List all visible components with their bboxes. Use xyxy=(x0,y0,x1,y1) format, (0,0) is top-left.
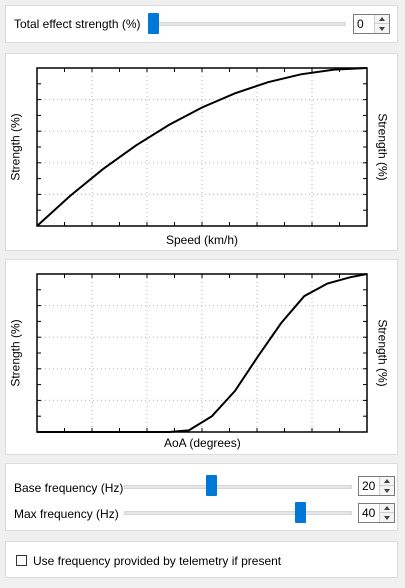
max-frequency-slider-thumb[interactable] xyxy=(295,502,307,523)
telemetry-checkbox-label[interactable]: Use frequency provided by telemetry if p… xyxy=(33,554,282,568)
arrow-up-icon xyxy=(384,479,390,483)
speed-chart xyxy=(36,67,368,227)
spin-up-button[interactable] xyxy=(375,15,389,24)
speed-x-axis-label: Speed (km/h) xyxy=(166,233,239,247)
max-frequency-label: Max frequency (Hz) xyxy=(14,507,119,521)
base-frequency-spinbox[interactable]: 20 xyxy=(358,476,395,496)
base-frequency-slider-thumb[interactable] xyxy=(206,475,218,496)
series-line xyxy=(36,67,368,227)
plot-frame xyxy=(36,273,368,433)
total-effect-slider-track[interactable] xyxy=(148,22,346,26)
spin-up-button[interactable] xyxy=(380,477,394,486)
arrow-up-icon xyxy=(384,506,390,510)
arrow-up-icon xyxy=(379,17,385,21)
total-effect-slider-thumb[interactable] xyxy=(148,13,159,34)
base-frequency-slider-track[interactable] xyxy=(124,485,352,489)
total-effect-label: Total effect strength (%) xyxy=(14,17,141,31)
aoa-chart xyxy=(36,273,368,433)
spin-down-button[interactable] xyxy=(375,24,389,33)
max-frequency-slider-track[interactable] xyxy=(124,511,352,515)
speed-y-axis-label-right: Strength (%) xyxy=(375,113,390,181)
max-frequency-value[interactable]: 40 xyxy=(362,506,376,520)
total-effect-group: Total effect strength (%) 0 xyxy=(5,5,398,43)
frequency-group: Base frequency (Hz) 20 Max frequency (Hz… xyxy=(5,463,398,531)
aoa-y-axis-label-left: Strength (%) xyxy=(8,319,23,387)
total-effect-spinbox[interactable]: 0 xyxy=(353,14,390,34)
base-frequency-value[interactable]: 20 xyxy=(362,479,376,493)
plot-area xyxy=(37,274,367,432)
speed-chart-group: Speed (km/h) Strength (%) Strength (%) xyxy=(5,53,398,251)
total-effect-value[interactable]: 0 xyxy=(357,17,364,31)
max-frequency-spinbox[interactable]: 40 xyxy=(358,503,395,523)
spin-down-button[interactable] xyxy=(380,486,394,495)
plot-area xyxy=(37,68,367,226)
arrow-down-icon xyxy=(384,488,390,493)
arrow-down-icon xyxy=(379,26,385,31)
spin-up-button[interactable] xyxy=(380,504,394,513)
telemetry-checkbox[interactable] xyxy=(16,555,27,566)
spin-down-button[interactable] xyxy=(380,513,394,522)
aoa-chart-group: AoA (degrees) Strength (%) Strength (%) xyxy=(5,259,398,455)
telemetry-group: Use frequency provided by telemetry if p… xyxy=(5,541,398,578)
aoa-y-axis-label-right: Strength (%) xyxy=(375,319,390,387)
aoa-x-axis-label: AoA (degrees) xyxy=(164,436,241,450)
speed-y-axis-label-left: Strength (%) xyxy=(8,113,23,181)
base-frequency-label: Base frequency (Hz) xyxy=(14,481,124,495)
plot-frame xyxy=(36,67,368,227)
arrow-down-icon xyxy=(384,515,390,520)
